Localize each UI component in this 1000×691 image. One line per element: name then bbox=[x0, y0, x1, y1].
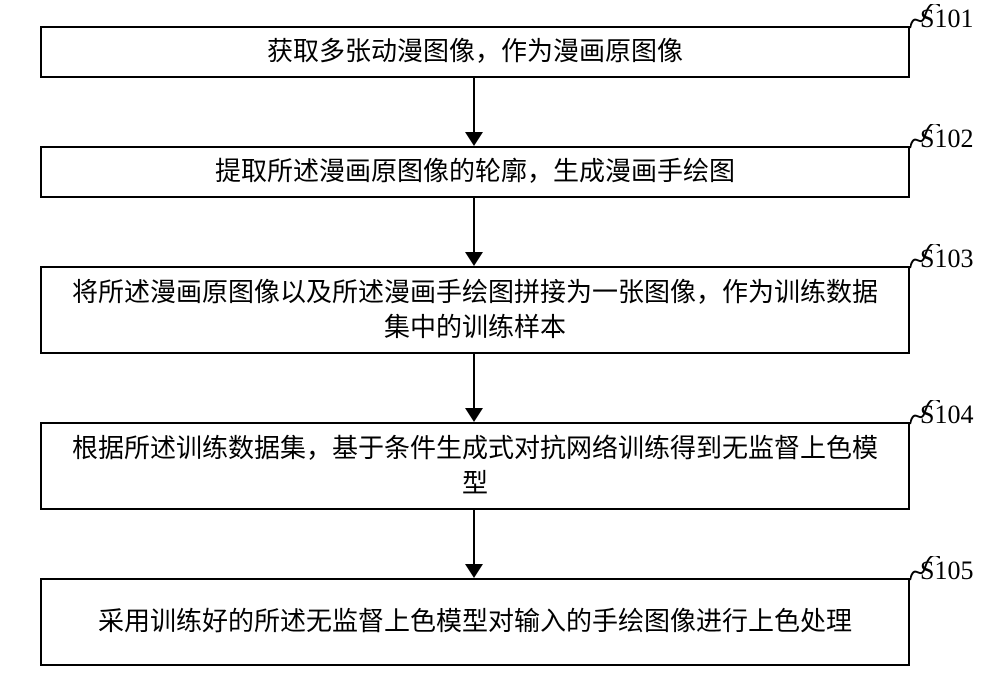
step-box-s102: 提取所述漫画原图像的轮廓，生成漫画手绘图 bbox=[40, 146, 910, 198]
step-text-s102: 提取所述漫画原图像的轮廓，生成漫画手绘图 bbox=[215, 154, 735, 189]
arrow-head-s103-s104 bbox=[465, 408, 483, 422]
arrow-head-s102-s103 bbox=[465, 252, 483, 266]
flowchart-canvas: 获取多张动漫图像，作为漫画原图像S101提取所述漫画原图像的轮廓，生成漫画手绘图… bbox=[0, 0, 1000, 691]
connector-curve-s105 bbox=[910, 556, 940, 582]
arrow-line-s102-s103 bbox=[473, 198, 475, 252]
step-box-s101: 获取多张动漫图像，作为漫画原图像 bbox=[40, 26, 910, 78]
step-box-s103: 将所述漫画原图像以及所述漫画手绘图拼接为一张图像，作为训练数据集中的训练样本 bbox=[40, 266, 910, 354]
arrow-line-s103-s104 bbox=[473, 354, 475, 408]
arrow-line-s104-s105 bbox=[473, 510, 475, 564]
step-text-s101: 获取多张动漫图像，作为漫画原图像 bbox=[267, 34, 683, 69]
connector-curve-s102 bbox=[910, 124, 940, 150]
connector-curve-s101 bbox=[910, 4, 940, 30]
step-text-s105: 采用训练好的所述无监督上色模型对输入的手绘图像进行上色处理 bbox=[98, 604, 852, 639]
step-box-s105: 采用训练好的所述无监督上色模型对输入的手绘图像进行上色处理 bbox=[40, 578, 910, 666]
step-text-s103: 将所述漫画原图像以及所述漫画手绘图拼接为一张图像，作为训练数据集中的训练样本 bbox=[60, 275, 890, 345]
step-box-s104: 根据所述训练数据集，基于条件生成式对抗网络训练得到无监督上色模型 bbox=[40, 422, 910, 510]
step-text-s104: 根据所述训练数据集，基于条件生成式对抗网络训练得到无监督上色模型 bbox=[60, 431, 890, 501]
arrow-head-s101-s102 bbox=[465, 132, 483, 146]
arrow-head-s104-s105 bbox=[465, 564, 483, 578]
connector-curve-s103 bbox=[910, 244, 940, 270]
arrow-line-s101-s102 bbox=[473, 78, 475, 132]
connector-curve-s104 bbox=[910, 400, 940, 426]
